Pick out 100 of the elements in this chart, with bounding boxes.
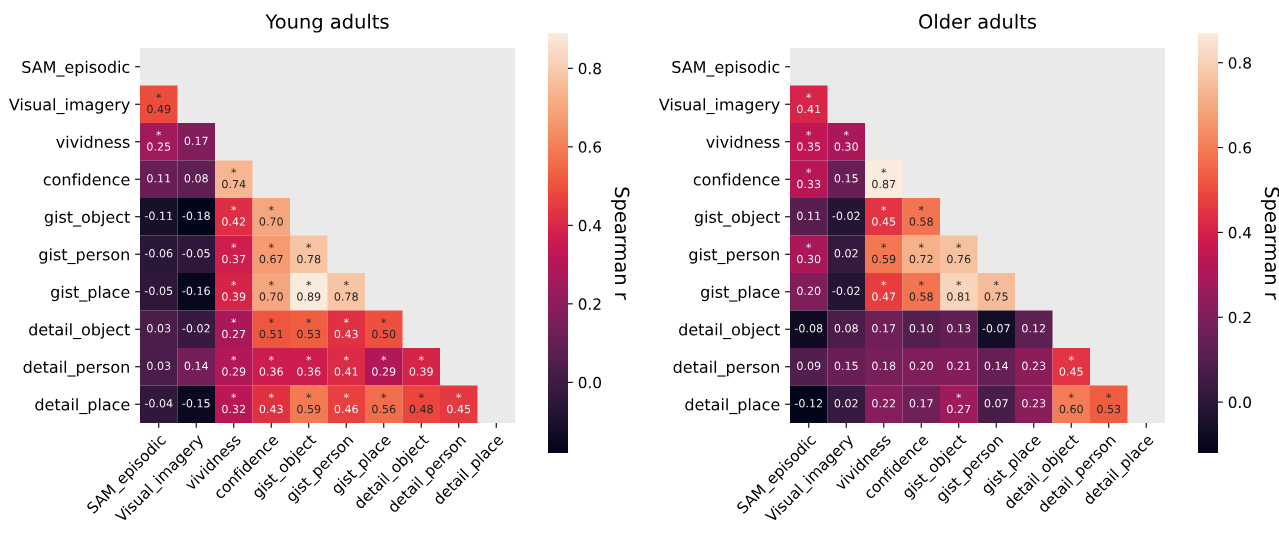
- data-label: * 0.87: [872, 168, 896, 189]
- data-label: * 0.47: [872, 280, 896, 301]
- data-label: -0.16: [182, 286, 210, 295]
- y-tick-label: confidence: [43, 173, 130, 186]
- data-label: 0.22: [872, 399, 896, 408]
- data-label: * 0.36: [259, 355, 283, 376]
- color-bar-label: 0.0: [578, 376, 601, 389]
- data-label: -0.07: [982, 324, 1010, 333]
- data-label: * 0.70: [259, 280, 283, 301]
- data-label: * 0.45: [447, 393, 471, 414]
- data-label: -0.05: [144, 286, 173, 295]
- y-tick-label: Visual_imagery: [8, 98, 130, 115]
- data-label: * 0.76: [947, 243, 971, 264]
- y-tick-label: gist_object: [44, 210, 130, 227]
- data-label: * 0.35: [797, 130, 821, 151]
- chart-title: Older adults: [919, 13, 1037, 29]
- data-label: 0.07: [984, 399, 1008, 408]
- data-label: * 0.70: [259, 205, 283, 226]
- data-label: 0.11: [797, 211, 821, 220]
- data-label: -0.12: [794, 399, 823, 408]
- data-label: 0.08: [184, 174, 208, 183]
- y-tick-label: SAM_episodic: [22, 60, 130, 77]
- y-tick-label: detail_person: [673, 360, 779, 377]
- data-label: * 0.41: [797, 93, 821, 114]
- data-label: * 0.43: [259, 393, 283, 414]
- color-bar-label: 0.6: [578, 141, 602, 153]
- color-bar-label: 0.2: [1228, 311, 1251, 324]
- data-label: * 0.45: [1059, 355, 1083, 376]
- data-label: 0.17: [184, 136, 208, 145]
- y-tick-label: detail_place: [35, 398, 130, 415]
- data-label: * 0.60: [1059, 393, 1083, 414]
- data-label: 0.17: [872, 324, 896, 333]
- data-label: 0.02: [834, 399, 858, 408]
- data-label: 0.14: [184, 361, 208, 370]
- data-label: 0.02: [834, 249, 858, 258]
- data-label: * 0.89: [297, 280, 321, 301]
- data-label: * 0.25: [147, 130, 171, 151]
- data-label: * 0.30: [797, 243, 821, 264]
- data-label: -0.15: [182, 399, 210, 408]
- data-label: 0.20: [797, 286, 821, 295]
- data-label: 0.23: [1022, 361, 1046, 370]
- data-label: 0.15: [834, 361, 858, 370]
- data-label: 0.14: [984, 361, 1008, 370]
- data-label: * 0.53: [297, 318, 321, 339]
- data-label: * 0.29: [222, 355, 246, 376]
- color-bar-label: 0.4: [578, 219, 602, 232]
- color-bar-label: 0.0: [1228, 396, 1251, 409]
- y-tick-label: SAM_episodic: [672, 60, 780, 77]
- data-label: * 0.53: [1097, 393, 1121, 414]
- data-label: * 0.27: [947, 393, 971, 414]
- data-label: * 0.78: [297, 243, 321, 264]
- y-tick-label: gist_object: [694, 210, 780, 227]
- chart-title: Young adults: [265, 13, 389, 33]
- data-label: 0.13: [947, 324, 971, 333]
- data-label: * 0.59: [872, 243, 896, 264]
- y-tick-label: gist_person: [39, 248, 129, 265]
- data-label: -0.05: [182, 249, 210, 258]
- data-label: 0.17: [909, 399, 933, 408]
- data-label: 0.08: [834, 324, 858, 333]
- y-tick-label: detail_object: [29, 323, 130, 340]
- data-label: 0.20: [909, 361, 933, 370]
- color-bar-title: Spearman r: [1260, 187, 1279, 300]
- color-bar-label: 0.6: [1228, 142, 1252, 154]
- data-label: * 0.36: [297, 355, 321, 376]
- data-label: -0.08: [794, 324, 823, 333]
- y-tick-label: vividness: [56, 135, 130, 149]
- y-tick-label: Visual_imagery: [658, 98, 780, 115]
- data-label: -0.11: [144, 211, 173, 220]
- color-bar-label: 0.2: [578, 298, 601, 310]
- data-label: 0.12: [1022, 324, 1046, 333]
- data-label: * 0.42: [222, 205, 246, 226]
- data-label: * 0.30: [834, 130, 858, 151]
- data-label: * 0.41: [334, 355, 358, 376]
- data-label: * 0.39: [222, 280, 246, 301]
- data-label: * 0.78: [334, 280, 358, 301]
- data-label: * 0.48: [409, 393, 433, 414]
- data-label: -0.04: [144, 399, 173, 408]
- data-label: -0.02: [182, 324, 210, 333]
- color-bar-title: Spearman r: [610, 187, 630, 300]
- data-label: * 0.27: [222, 318, 246, 339]
- data-label: * 0.37: [222, 243, 246, 264]
- y-tick-label: confidence: [693, 173, 780, 186]
- y-tick-label: detail_object: [679, 323, 780, 340]
- data-label: -0.18: [182, 211, 210, 220]
- data-label: 0.15: [834, 174, 858, 183]
- data-label: * 0.46: [334, 393, 358, 414]
- data-label: 0.18: [872, 361, 896, 370]
- data-label: * 0.49: [147, 93, 171, 114]
- data-label: * 0.45: [872, 205, 896, 226]
- color-bar-label: 0.8: [1228, 57, 1251, 69]
- color-bar-label: 0.4: [1228, 226, 1252, 239]
- data-label: * 0.58: [909, 280, 933, 301]
- y-tick-label: detail_person: [23, 360, 129, 377]
- y-tick-label: gist_place: [51, 285, 130, 302]
- data-label: 0.03: [147, 324, 171, 333]
- y-tick-label: gist_place: [701, 285, 780, 302]
- data-label: * 0.67: [259, 243, 283, 264]
- data-label: * 0.59: [297, 393, 321, 414]
- data-label: * 0.32: [222, 393, 246, 414]
- data-label: * 0.81: [947, 280, 971, 301]
